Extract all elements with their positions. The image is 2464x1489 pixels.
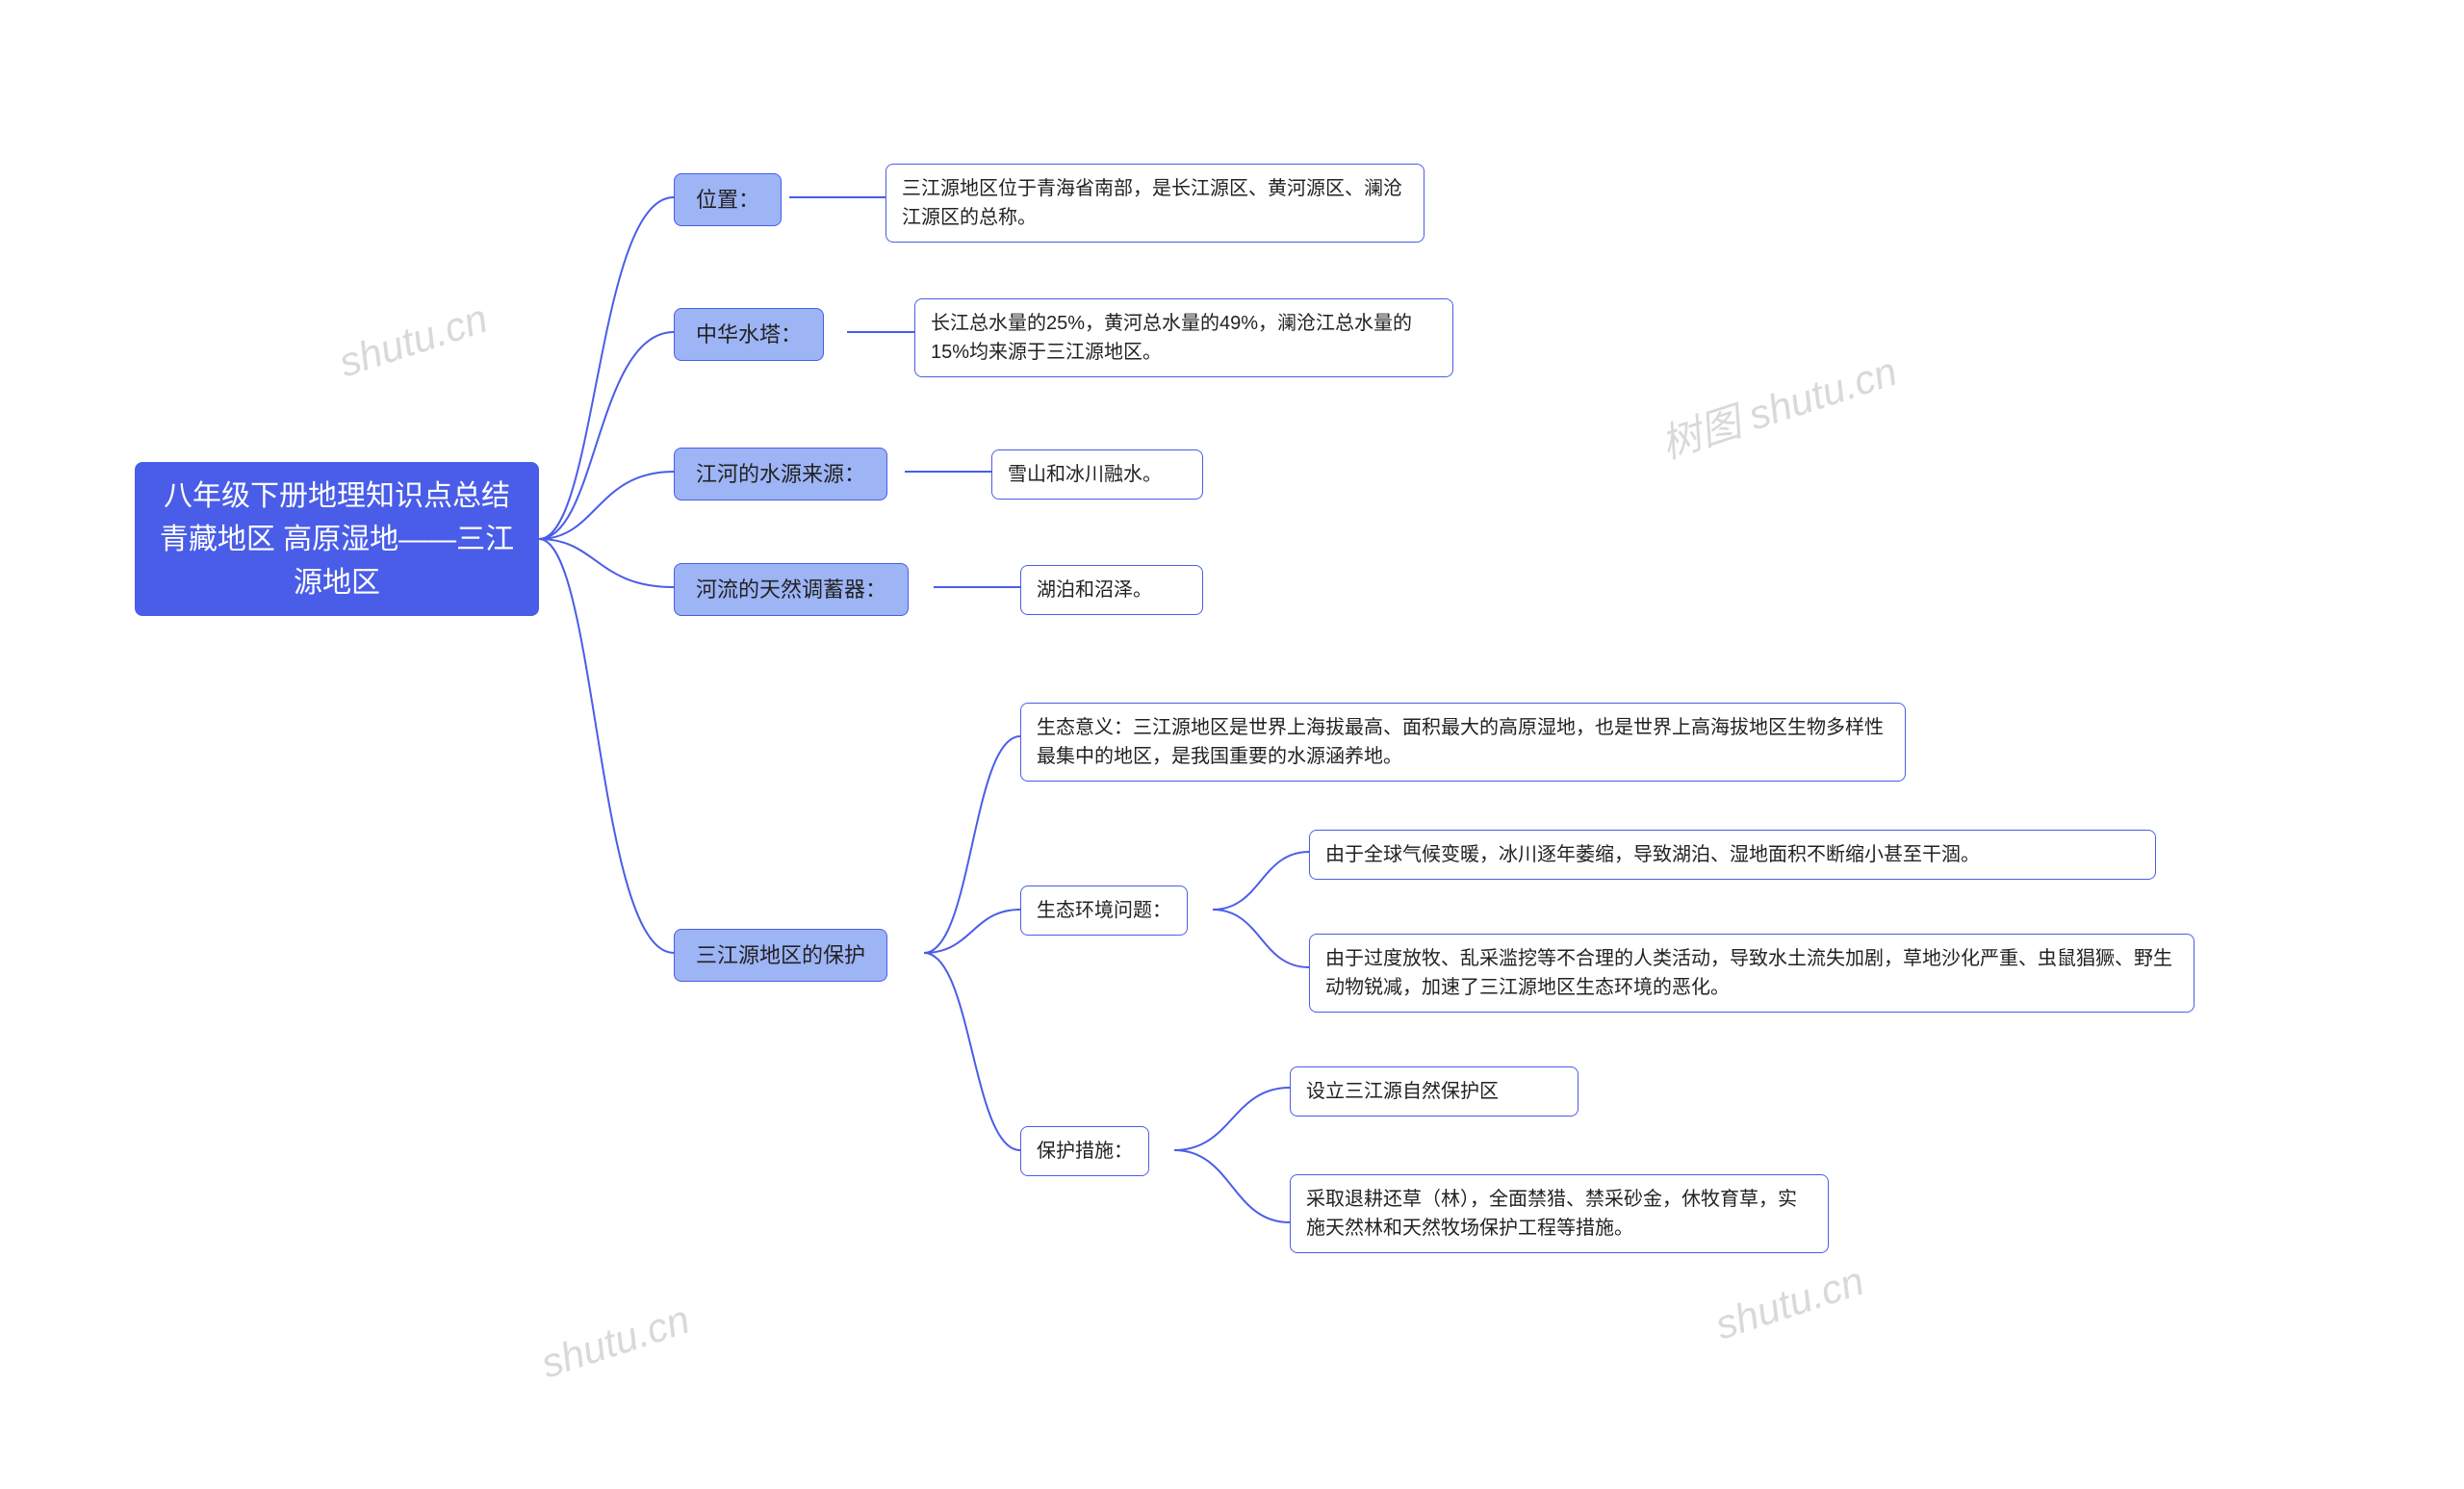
node-measures: 保护措施：	[1020, 1126, 1149, 1176]
branch-water-tower: 中华水塔：	[674, 308, 824, 361]
leaf-eco-meaning: 生态意义：三江源地区是世界上海拔最高、面积最大的高原湿地，也是世界上高海拔地区生…	[1020, 703, 1906, 782]
node-label: 保护措施：	[1037, 1137, 1133, 1166]
watermark: shutu.cn	[333, 295, 493, 387]
root-node: 八年级下册地理知识点总结 青藏地区 高原湿地——三江源地区	[135, 462, 539, 616]
branch-label: 中华水塔：	[696, 319, 802, 350]
branch-regulator: 河流的天然调蓄器：	[674, 563, 909, 616]
leaf-measure-2: 采取退耕还草（林），全面禁猎、禁采砂金，休牧育草，实施天然林和天然牧场保护工程等…	[1290, 1174, 1829, 1253]
watermark: 树图 shutu.cn	[1653, 339, 1904, 471]
watermark: shutu.cn	[535, 1296, 695, 1388]
leaf-regulator-desc: 湖泊和沼泽。	[1020, 565, 1203, 615]
leaf-text: 由于全球气候变暖，冰川逐年萎缩，导致湖泊、湿地面积不断缩小甚至干涸。	[1325, 840, 1980, 869]
branch-label: 江河的水源来源：	[696, 458, 865, 490]
leaf-text: 雪山和冰川融水。	[1008, 460, 1162, 489]
leaf-water-tower-desc: 长江总水量的25%，黄河总水量的49%，澜沧江总水量的15%均来源于三江源地区。	[914, 298, 1453, 377]
leaf-measure-1: 设立三江源自然保护区	[1290, 1066, 1578, 1117]
leaf-eco-problem-1: 由于全球气候变暖，冰川逐年萎缩，导致湖泊、湿地面积不断缩小甚至干涸。	[1309, 830, 2156, 880]
leaf-text: 设立三江源自然保护区	[1306, 1077, 1499, 1106]
leaf-text: 由于过度放牧、乱采滥挖等不合理的人类活动，导致水土流失加剧，草地沙化严重、虫鼠猖…	[1325, 944, 2178, 1002]
watermark: shutu.cn	[1709, 1258, 1869, 1349]
leaf-text: 生态意义：三江源地区是世界上海拔最高、面积最大的高原湿地，也是世界上高海拔地区生…	[1037, 713, 1889, 771]
leaf-text: 三江源地区位于青海省南部，是长江源区、黄河源区、澜沧江源区的总称。	[902, 174, 1408, 232]
branch-protection: 三江源地区的保护	[674, 929, 887, 982]
leaf-eco-problem-2: 由于过度放牧、乱采滥挖等不合理的人类活动，导致水土流失加剧，草地沙化严重、虫鼠猖…	[1309, 934, 2194, 1013]
branch-label: 三江源地区的保护	[696, 939, 865, 971]
node-eco-problem: 生态环境问题：	[1020, 886, 1188, 936]
branch-label: 河流的天然调蓄器：	[696, 574, 886, 605]
leaf-river-source-desc: 雪山和冰川融水。	[991, 449, 1203, 500]
leaf-text: 湖泊和沼泽。	[1037, 576, 1152, 604]
leaf-text: 长江总水量的25%，黄河总水量的49%，澜沧江总水量的15%均来源于三江源地区。	[931, 309, 1437, 367]
branch-river-source: 江河的水源来源：	[674, 448, 887, 501]
node-label: 生态环境问题：	[1037, 896, 1171, 925]
leaf-location-desc: 三江源地区位于青海省南部，是长江源区、黄河源区、澜沧江源区的总称。	[886, 164, 1424, 243]
leaf-text: 采取退耕还草（林），全面禁猎、禁采砂金，休牧育草，实施天然林和天然牧场保护工程等…	[1306, 1185, 1812, 1243]
branch-location: 位置：	[674, 173, 782, 226]
root-label: 八年级下册地理知识点总结 青藏地区 高原湿地——三江源地区	[152, 475, 522, 604]
branch-label: 位置：	[696, 184, 759, 216]
